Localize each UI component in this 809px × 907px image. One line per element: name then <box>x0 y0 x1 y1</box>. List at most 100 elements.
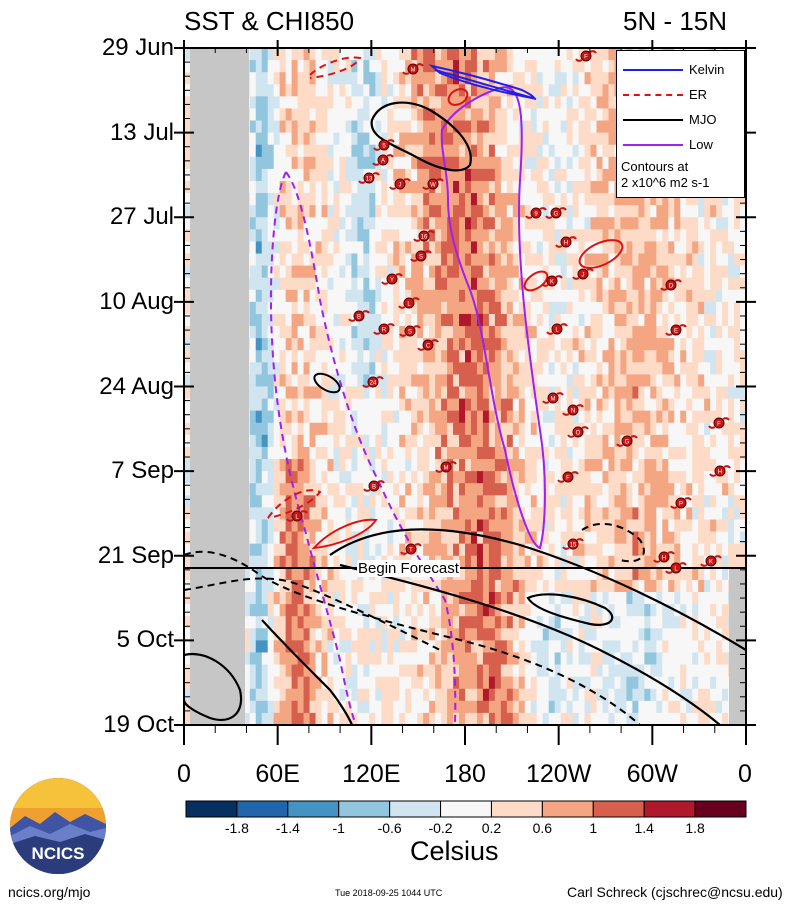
heatmap-cell <box>351 326 358 339</box>
heatmap-cell <box>548 156 556 170</box>
heatmap-cell <box>339 495 347 508</box>
heatmap-cell <box>411 446 418 460</box>
heatmap-cell <box>668 193 675 206</box>
heatmap-cell <box>297 616 305 629</box>
heatmap-cell <box>668 205 675 218</box>
heatmap-cell <box>249 301 257 315</box>
heatmap-cell <box>542 60 550 73</box>
heatmap-cell <box>441 48 448 61</box>
heatmap-cell <box>590 205 598 218</box>
heatmap-cell <box>399 507 406 521</box>
heatmap-cell <box>345 156 353 170</box>
heatmap-cell <box>596 652 604 666</box>
heatmap-cell <box>429 313 436 327</box>
heatmap-cell <box>590 446 598 460</box>
heatmap-cell <box>506 446 514 460</box>
heatmap-cell <box>184 459 191 472</box>
heatmap-cell <box>285 289 293 303</box>
heatmap-cell <box>506 48 514 61</box>
heatmap-cell <box>279 193 287 206</box>
heatmap-cell <box>441 434 448 448</box>
heatmap-cell <box>710 459 717 472</box>
heatmap-cell <box>417 338 424 351</box>
heatmap-cell <box>387 229 394 243</box>
heatmap-cell <box>453 301 460 315</box>
heatmap-cell <box>291 616 299 629</box>
heatmap-cell <box>710 628 717 641</box>
heatmap-cell <box>429 592 436 605</box>
heatmap-cell <box>662 446 669 460</box>
heatmap-cell <box>560 72 568 85</box>
heatmap-cell <box>441 616 448 629</box>
heatmap-cell <box>441 422 448 436</box>
heatmap-cell <box>476 410 484 424</box>
heatmap-cell <box>273 60 281 73</box>
heatmap-cell <box>393 350 400 363</box>
heatmap-cell <box>476 132 484 146</box>
heatmap-cell <box>249 84 257 97</box>
heatmap-cell <box>542 446 550 460</box>
heatmap-cell <box>375 217 382 230</box>
heatmap-cell <box>453 229 460 243</box>
heatmap-cell <box>255 459 263 472</box>
heatmap-cell <box>650 616 657 629</box>
heatmap-cell <box>435 217 442 230</box>
heatmap-cell <box>470 229 478 243</box>
heatmap-cell <box>309 555 317 569</box>
heatmap-cell <box>369 72 376 85</box>
heatmap-cell <box>518 253 526 267</box>
heatmap-cell <box>548 616 556 629</box>
heatmap-cell <box>710 205 717 218</box>
heatmap-cell <box>530 168 538 182</box>
heatmap-cell <box>644 398 651 412</box>
heatmap-cell <box>644 543 651 557</box>
heatmap-cell <box>554 434 562 448</box>
heatmap-cell <box>441 289 448 303</box>
heatmap-cell <box>345 652 353 666</box>
heatmap-cell <box>303 459 311 472</box>
heatmap-cell <box>261 434 269 448</box>
heatmap-cell <box>459 652 466 666</box>
heatmap-cell <box>393 471 400 484</box>
heatmap-cell <box>494 156 502 170</box>
heatmap-cell <box>435 579 442 593</box>
heatmap-cell <box>339 459 347 472</box>
heatmap-cell <box>536 156 544 170</box>
heatmap-cell <box>488 277 496 291</box>
heatmap-cell <box>184 350 191 363</box>
heatmap-cell <box>560 301 568 315</box>
heatmap-cell <box>524 386 532 400</box>
heatmap-cell <box>184 72 191 85</box>
heatmap-cell <box>584 555 592 569</box>
heatmap-cell <box>506 326 514 339</box>
heatmap-cell <box>184 398 191 412</box>
heatmap-cell <box>566 96 574 110</box>
heatmap-cell <box>680 398 687 412</box>
heatmap-cell <box>411 338 418 351</box>
heatmap-cell <box>405 229 412 243</box>
heatmap-cell <box>716 567 723 581</box>
heatmap-cell <box>447 604 454 617</box>
heatmap-cell <box>423 592 430 605</box>
heatmap-cell <box>620 555 628 569</box>
heatmap-cell <box>722 253 729 267</box>
heatmap-cell <box>441 676 448 690</box>
heatmap-cell <box>518 434 526 448</box>
heatmap-cell <box>339 531 347 545</box>
heatmap-cell <box>447 640 454 654</box>
heatmap-cell <box>494 628 502 641</box>
heatmap-cell <box>488 567 496 581</box>
heatmap-cell <box>291 652 299 666</box>
heatmap-cell <box>375 386 382 400</box>
heatmap-cell <box>453 422 460 436</box>
heatmap-cell <box>291 253 299 267</box>
heatmap-cell <box>524 543 532 557</box>
heatmap-cell <box>632 386 639 400</box>
heatmap-cell <box>584 507 592 521</box>
heatmap-cell <box>632 277 639 291</box>
heatmap-cell <box>387 483 394 496</box>
heatmap-cell <box>315 205 323 218</box>
heatmap-cell <box>572 507 580 521</box>
heatmap-cell <box>716 410 723 424</box>
heatmap-cell <box>590 108 598 122</box>
